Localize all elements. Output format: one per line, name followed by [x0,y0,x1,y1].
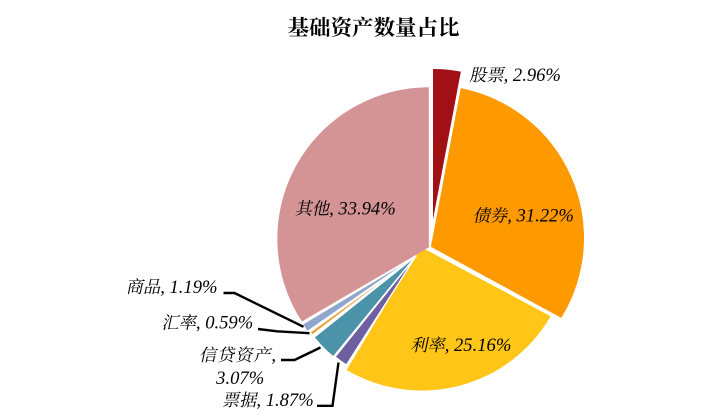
svg-text:, 1.87%: , 1.87% [256,390,313,411]
svg-text:, 33.94%: , 33.94% [329,199,396,220]
svg-text:, 1.19%: , 1.19% [160,277,217,298]
svg-text:, 2.96%: , 2.96% [504,65,561,86]
svg-text:,: , [271,345,276,366]
svg-text:, 25.16%: , 25.16% [445,335,512,356]
svg-text:, 31.22%: , 31.22% [507,206,574,227]
svg-text:3.07%: 3.07% [215,368,264,389]
svg-text:, 0.59%: , 0.59% [196,313,253,334]
